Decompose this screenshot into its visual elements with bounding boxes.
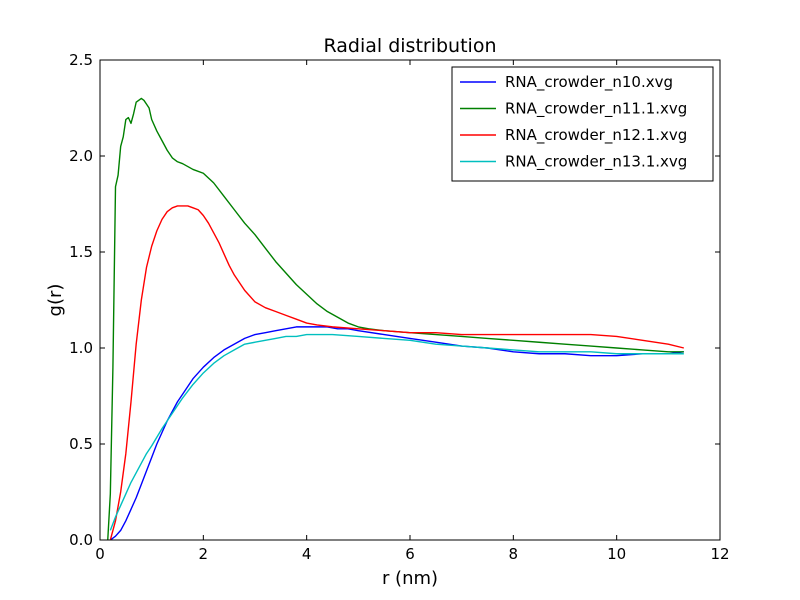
ticks-layer: 0 2 4 6 8 10 12 0.0 0.5 1.0 1.5 2.0 2.5 [69,51,729,563]
series-line-4 [109,333,684,531]
legend-label-3: RNA_crowder_n12.1.xvg [505,126,687,145]
y-tick-label: 2.5 [69,51,93,69]
y-tick-label: 1.0 [69,339,93,357]
legend-label-2: RNA_crowder_n11.1.xvg [505,100,687,119]
x-tick-label: 2 [199,545,209,563]
chart-title: Radial distribution [323,35,496,57]
x-tick-label: 10 [607,545,626,563]
x-tick-label: 0 [95,545,105,563]
legend-label-1: RNA_crowder_n10.xvg [505,73,673,92]
legend-label-4: RNA_crowder_n13.1.xvg [505,153,687,172]
x-tick-label: 12 [710,545,729,563]
y-tick-label: 0.0 [69,531,93,549]
x-tick-label: 6 [405,545,415,563]
series-layer [107,97,684,540]
series-line-1 [109,326,684,540]
y-tick-label: 1.5 [69,243,93,261]
x-tick-label: 8 [509,545,519,563]
series-line-2 [107,97,684,540]
legend: RNA_crowder_n10.xvg RNA_crowder_n11.1.xvg… [451,66,714,182]
y-axis-label: g(r) [45,284,66,317]
series-line-3 [109,205,684,540]
x-tick-label: 4 [302,545,312,563]
y-tick-label: 0.5 [69,435,93,453]
x-axis-label: r (nm) [382,568,438,589]
y-tick-label: 2.0 [69,147,93,165]
